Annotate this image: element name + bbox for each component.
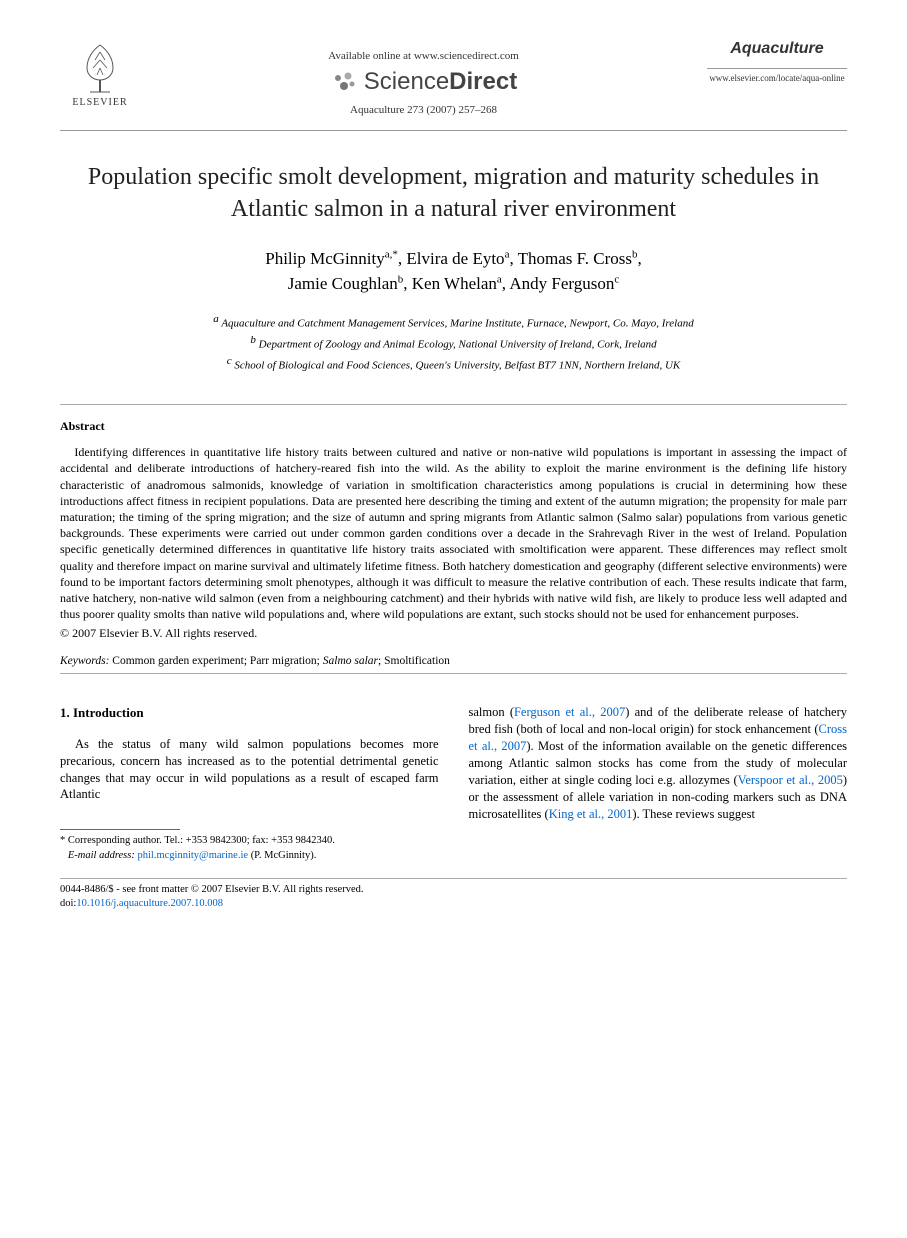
bottom-rule bbox=[60, 878, 847, 879]
author-name: Philip McGinnity bbox=[265, 249, 384, 268]
abstract-body: Identifying differences in quantitative … bbox=[60, 444, 847, 622]
journal-name: Aquaculture bbox=[707, 40, 847, 69]
ref-king-2001[interactable]: King et al., 2001 bbox=[549, 807, 633, 821]
doi-line: doi:10.1016/j.aquaculture.2007.10.008 bbox=[60, 897, 847, 912]
keywords-label: Keywords: bbox=[60, 655, 109, 667]
citation-line: Aquaculture 273 (2007) 257–268 bbox=[140, 104, 707, 116]
sd-bold: Direct bbox=[449, 68, 517, 95]
sciencedirect-brand: ScienceDirect bbox=[140, 68, 707, 96]
txt: ). These reviews suggest bbox=[632, 807, 755, 821]
footnote-rule bbox=[60, 829, 180, 830]
author-marks: b bbox=[398, 274, 404, 286]
abstract-copyright: © 2007 Elsevier B.V. All rights reserved… bbox=[60, 626, 847, 641]
header-rule bbox=[60, 130, 847, 131]
sciencedirect-icon bbox=[330, 68, 358, 96]
author-6: Andy Fergusonc bbox=[509, 274, 619, 293]
aff-mark: a bbox=[213, 313, 219, 325]
intro-para-right: salmon (Ferguson et al., 2007) and of th… bbox=[469, 704, 848, 822]
author-5: Ken Whelana bbox=[412, 274, 502, 293]
author-4: Jamie Coughlanb bbox=[288, 274, 404, 293]
left-column: 1. Introduction As the status of many wi… bbox=[60, 704, 439, 863]
author-3: Thomas F. Crossb bbox=[518, 249, 638, 268]
author-1: Philip McGinnitya,* bbox=[265, 249, 398, 268]
page-header: ELSEVIER Available online at www.science… bbox=[60, 40, 847, 120]
center-header: Available online at www.sciencedirect.co… bbox=[140, 40, 707, 120]
author-name: Thomas F. Cross bbox=[518, 249, 632, 268]
journal-url: www.elsevier.com/locate/aqua-online bbox=[707, 73, 847, 83]
aff-mark: b bbox=[250, 334, 256, 346]
author-name: Andy Ferguson bbox=[509, 274, 614, 293]
author-name: Ken Whelan bbox=[412, 274, 497, 293]
author-2: Elvira de Eytoa bbox=[406, 249, 509, 268]
corr-email-link[interactable]: phil.mcginnity@marine.ie bbox=[137, 850, 248, 861]
doi-link[interactable]: 10.1016/j.aquaculture.2007.10.008 bbox=[76, 898, 223, 909]
sciencedirect-text: ScienceDirect bbox=[364, 68, 517, 96]
author-marks: a,* bbox=[385, 248, 398, 260]
aff-c: School of Biological and Food Sciences, … bbox=[234, 360, 680, 372]
ref-verspoor-2005[interactable]: Verspoor et al., 2005 bbox=[738, 773, 843, 787]
section-1-heading: 1. Introduction bbox=[60, 704, 439, 722]
author-name: Elvira de Eyto bbox=[406, 249, 504, 268]
affiliations-block: a Aquaculture and Catchment Management S… bbox=[60, 311, 847, 374]
ref-ferguson-2007[interactable]: Ferguson et al., 2007 bbox=[514, 705, 625, 719]
article-title: Population specific smolt development, m… bbox=[60, 161, 847, 226]
keywords-text: Common garden experiment; Parr migration… bbox=[112, 655, 450, 667]
right-column: salmon (Ferguson et al., 2007) and of th… bbox=[469, 704, 848, 863]
corr-text: * Corresponding author. Tel.: +353 98423… bbox=[60, 835, 335, 846]
corresponding-author-note: * Corresponding author. Tel.: +353 98423… bbox=[60, 834, 439, 863]
author-marks: a bbox=[505, 248, 510, 260]
email-tail: (P. McGinnity). bbox=[251, 850, 317, 861]
authors-block: Philip McGinnitya,*, Elvira de Eytoa, Th… bbox=[60, 246, 847, 297]
intro-para-left: As the status of many wild salmon popula… bbox=[60, 736, 439, 804]
keywords-rule bbox=[60, 673, 847, 674]
doi-label: doi: bbox=[60, 898, 76, 909]
aff-mark: c bbox=[227, 355, 232, 367]
author-marks: c bbox=[614, 274, 619, 286]
keywords-line: Keywords: Common garden experiment; Parr… bbox=[60, 655, 847, 667]
email-label: E-mail address: bbox=[68, 850, 135, 861]
author-name: Jamie Coughlan bbox=[288, 274, 398, 293]
publisher-label: ELSEVIER bbox=[72, 97, 127, 108]
available-online-line: Available online at www.sciencedirect.co… bbox=[140, 50, 707, 62]
abstract-top-rule bbox=[60, 404, 847, 405]
issn-line: 0044-8486/$ - see front matter © 2007 El… bbox=[60, 883, 847, 898]
elsevier-tree-icon bbox=[75, 40, 125, 95]
txt: salmon ( bbox=[469, 705, 514, 719]
publisher-logo-block: ELSEVIER bbox=[60, 40, 140, 108]
author-marks: a bbox=[497, 274, 502, 286]
journal-block: Aquaculture www.elsevier.com/locate/aqua… bbox=[707, 40, 847, 83]
body-columns: 1. Introduction As the status of many wi… bbox=[60, 704, 847, 863]
abstract-heading: Abstract bbox=[60, 419, 847, 434]
author-marks: b bbox=[632, 248, 638, 260]
aff-b: Department of Zoology and Animal Ecology… bbox=[259, 339, 657, 351]
aff-a: Aquaculture and Catchment Management Ser… bbox=[221, 317, 693, 329]
sd-light: Science bbox=[364, 68, 449, 95]
